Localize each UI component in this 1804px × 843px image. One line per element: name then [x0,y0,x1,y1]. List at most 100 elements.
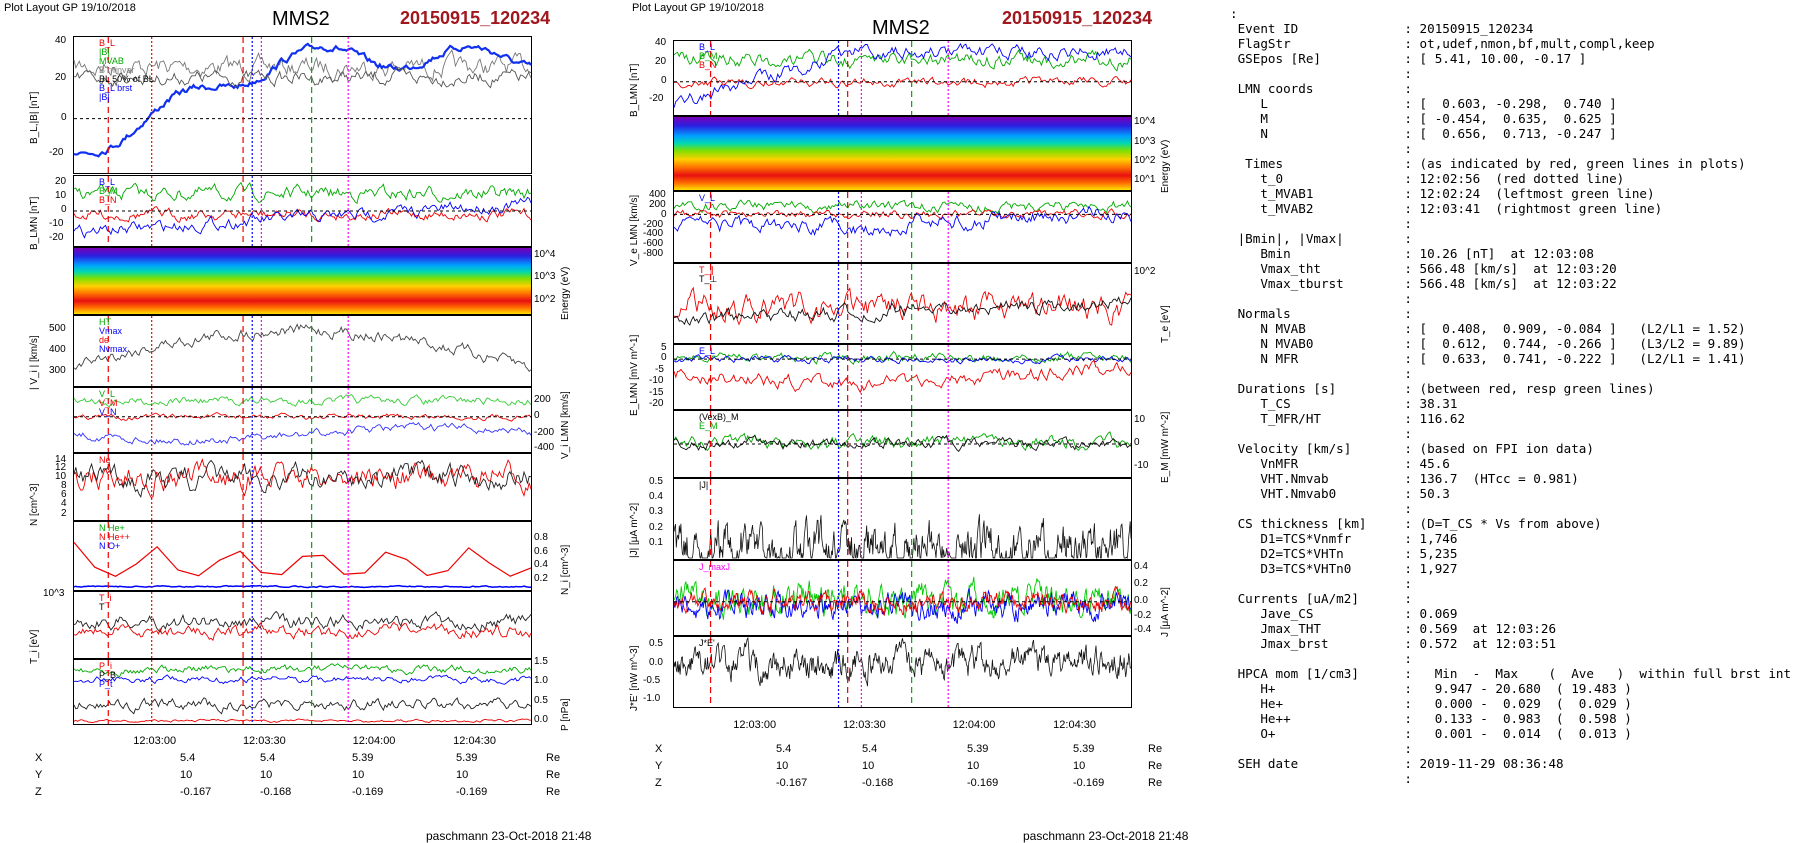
trace-vilmn-2 [73,421,532,446]
coord-value-0-2: 5.39 [967,743,989,755]
left-footer: paschmann 23-Oct-2018 21:48 [426,829,592,843]
legend-vi-2: de [99,335,110,345]
panel-em [673,410,1132,478]
ytick-ve-0: 400 [649,189,666,201]
trace-b-1 [73,42,532,158]
ytick-em-0: 10 [1134,413,1146,425]
panel-n-traces [73,454,532,520]
time-label-1: 12:03:30 [842,719,886,731]
coord-value-0-1: 5.4 [862,743,878,755]
trace-e-1 [673,353,1132,365]
panel-n [73,453,532,521]
ytick-vilmn-1: 0 [534,409,540,421]
legend-blmn-0: B_L [699,42,716,52]
trace-blmn-2 [73,196,532,239]
ylabel-b: B_L,|B| [nT] [29,91,40,144]
coord-value-2-3: -0.169 [456,786,488,798]
legend-b-6: |B| [99,92,110,102]
ytick-ve-3: -200 [643,218,664,230]
coord-label-1: Y [35,769,43,781]
trace-te-0 [673,286,1132,326]
panel-jlmn-traces [673,561,1132,635]
right-footer: paschmann 23-Oct-2018 21:48 [1023,829,1189,843]
ytick-blmn-1: 20 [655,56,667,68]
coord-value-1-2: 10 [352,769,365,781]
energy-spectrogram [73,247,532,315]
coord-value-1-3: 10 [456,769,469,781]
ylabel-blmn: B_LMN [nT] [629,63,640,117]
ylabel-p: P [nPa] [560,698,571,731]
ytick-blmn-4: -20 [49,232,64,243]
legend-em-0: (VexB)_M [699,412,739,422]
ytick-jlmn-1: 0.2 [1134,577,1148,589]
legend-ni-0: N He+ [99,523,125,533]
ytick-ni-0: 0.8 [534,532,548,543]
left-plot-layout-label: Plot Layout GP 19/10/2018 [4,2,136,14]
legend-b-3: B minvar [99,65,135,75]
ytick-vi-0: 500 [49,323,66,334]
legend-vi-1: Vmax [99,326,123,336]
ytick-e-3: -10 [649,375,664,387]
legend-b-4: BL 50% of BL [99,74,154,84]
panel-ni-traces [73,522,532,590]
coord-value-2-1: -0.168 [260,786,292,798]
coord-value-0-0: 5.4 [180,752,196,764]
time-label-0: 12:03:00 [133,735,177,747]
ylabel-blmn: B_LMN [nT] [29,196,40,250]
panel-vi [73,315,532,387]
ylabel-spec: Energy (eV) [1160,139,1171,193]
coord-value-0-2: 5.39 [352,752,374,764]
coord-unit-0: Re [1148,743,1163,755]
legend-vilmn-1: V_M [99,398,118,408]
right-event-title: 20150915_120234 [1002,8,1153,28]
trace-blmn-1 [673,75,1132,90]
time-label-2: 12:04:00 [952,719,996,731]
right-spacecraft-title: MMS2 [872,17,930,39]
legend-ni-1: N He++ [99,532,131,542]
ytick-j-0: 0.5 [649,476,663,487]
ylabel-ni: N_i [cm^-3] [560,544,571,595]
trace-blmn-0 [673,48,1132,72]
panel-em-traces [673,411,1132,477]
panel-jlmn [673,560,1132,636]
panel-p [73,659,532,725]
ytick-je-1: 0.0 [649,656,663,668]
coord-unit-0: Re [546,752,561,764]
coord-value-1-0: 10 [776,760,789,772]
ytick-blmn-1: 10 [55,190,67,201]
ytick-em-1: 0 [1134,437,1140,448]
trace-blmn-0 [73,181,532,205]
trace-ni-1 [73,542,532,577]
ytick-vi-1: 400 [49,344,66,355]
ytick-b-2: 0 [61,111,67,123]
legend-blmn-2: B_N [99,195,117,205]
time-label-0: 12:03:00 [733,719,777,731]
ytick-n-2: 10 [55,470,67,482]
energy-spectrogram [673,116,1132,191]
ylabel-jlmn: J [μA m^-2] [1160,587,1171,637]
ytick-ve-4: -400 [643,228,664,240]
coord-value-0-3: 5.39 [1073,743,1095,755]
coord-value-0-1: 5.4 [260,752,276,764]
legend-vilmn-2: V_N [99,407,117,417]
ytick-b-3: -20 [49,146,64,158]
trace-p-3 [73,718,532,724]
ytick-n-6: 2 [61,507,67,519]
coord-value-1-1: 10 [260,769,273,781]
time-label-2: 12:04:00 [352,735,396,747]
ytick-vilmn-3: -400 [534,441,555,453]
coord-value-2-0: -0.167 [776,777,808,789]
legend-n-0: Ne [99,455,111,465]
ytick-spec-2: 10^2 [1134,155,1156,167]
ytick-blmn-2: 0 [61,204,67,215]
legend-p-1: P_B [99,670,117,680]
panel-p-traces [73,660,532,724]
trace-b-0 [73,49,532,83]
ytick-je-2: -0.5 [643,674,661,686]
ytick-jlmn-3: -0.2 [1134,609,1152,621]
legend-b-1: |B| [99,47,110,57]
panel-vi-traces [73,316,532,386]
ytick-blmn-2: 0 [661,74,667,86]
ytick-ni-2: 0.4 [534,559,548,571]
legend-jlmn-0: J_maxJ [699,562,731,572]
